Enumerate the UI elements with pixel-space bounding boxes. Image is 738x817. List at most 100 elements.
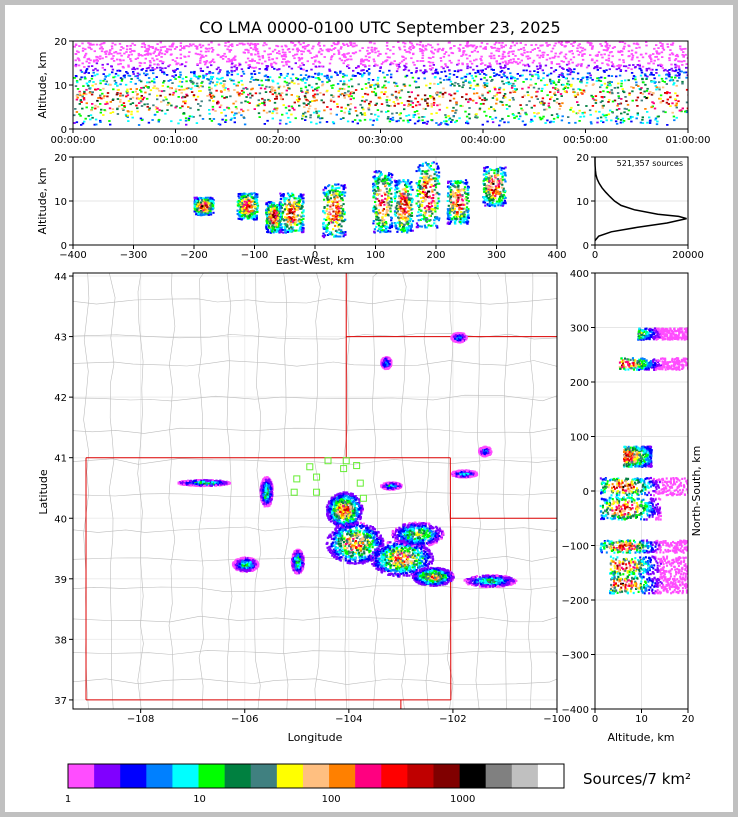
ew-source xyxy=(245,207,248,210)
time-height-source xyxy=(328,69,331,72)
time-height-source xyxy=(175,63,178,66)
ew-source xyxy=(375,207,378,210)
time-height-source xyxy=(169,48,172,51)
ew-source xyxy=(198,201,201,204)
time-height-source xyxy=(221,84,225,87)
time-height-source xyxy=(521,96,524,98)
time-height-source xyxy=(257,52,260,55)
time-height-source xyxy=(502,67,505,69)
time-height-source xyxy=(119,59,122,62)
time-height-source xyxy=(591,96,594,98)
time-height-source xyxy=(200,56,203,59)
time-height-source xyxy=(388,120,392,123)
time-height-source xyxy=(190,86,194,89)
time-height-source xyxy=(444,63,447,65)
time-height-source xyxy=(204,61,208,64)
time-height-source xyxy=(174,106,177,109)
time-height-source xyxy=(630,58,634,61)
time-height-source xyxy=(475,45,479,48)
time-height-source xyxy=(502,88,506,91)
time-height-source xyxy=(446,78,449,81)
time-height-source xyxy=(640,71,644,74)
time-height-source xyxy=(564,45,567,47)
time-height-source xyxy=(196,53,199,56)
time-height-source xyxy=(435,93,439,96)
time-height-source xyxy=(610,119,613,122)
time-height-source xyxy=(438,47,441,50)
time-height-source xyxy=(87,65,90,68)
time-height-source xyxy=(199,105,202,107)
time-height-source xyxy=(361,96,364,98)
ew-source xyxy=(251,215,254,218)
time-height-source xyxy=(679,109,683,112)
time-height-source xyxy=(269,53,272,55)
ew-source xyxy=(297,202,300,204)
time-height-source xyxy=(362,73,365,76)
time-height-source xyxy=(250,42,253,45)
time-height-source xyxy=(564,53,568,56)
time-height-source xyxy=(90,43,93,46)
ew-source xyxy=(328,217,331,220)
time-height-source xyxy=(81,122,85,125)
time-height-source xyxy=(607,54,611,57)
time-height-source xyxy=(653,77,656,80)
time-height-source xyxy=(642,81,645,84)
time-height-source xyxy=(675,53,679,56)
ew-source xyxy=(407,222,410,225)
time-height-source xyxy=(362,64,365,66)
time-height-source xyxy=(229,95,232,98)
time-height-source xyxy=(309,114,312,116)
ew-source xyxy=(338,186,341,189)
time-height-source xyxy=(603,77,607,79)
time-height-source xyxy=(224,121,227,123)
time-height-source xyxy=(395,82,398,85)
ew-source xyxy=(247,210,250,213)
time-height-source xyxy=(550,62,553,65)
ew-source xyxy=(284,231,287,234)
time-height-source xyxy=(337,51,341,54)
time-height-source xyxy=(639,74,643,77)
time-height-source xyxy=(620,112,623,115)
time-height-source xyxy=(537,87,541,90)
time-height-source xyxy=(387,116,390,118)
time-height-source xyxy=(399,117,402,120)
time-height-source xyxy=(233,89,236,91)
ew-source xyxy=(384,183,387,186)
time-height-source xyxy=(485,114,488,117)
ew-source xyxy=(288,208,291,211)
time-height-source xyxy=(295,53,299,56)
time-height-source xyxy=(314,88,317,91)
time-height-source xyxy=(570,50,573,52)
time-height-source xyxy=(507,121,510,124)
time-height-source xyxy=(276,52,279,54)
time-height-source xyxy=(360,58,363,61)
time-height-source xyxy=(350,58,353,61)
time-height-source xyxy=(273,108,276,111)
time-height-source xyxy=(466,67,469,70)
time-height-source xyxy=(570,106,573,109)
time-height-source xyxy=(523,94,526,97)
ew-source xyxy=(236,213,239,215)
ew-source xyxy=(253,201,256,204)
ew-source xyxy=(375,214,379,216)
time-height-source xyxy=(495,60,498,63)
time-height-source xyxy=(480,55,483,58)
ew-source xyxy=(377,224,381,227)
time-height-source xyxy=(668,53,672,56)
ew-source xyxy=(336,212,339,215)
time-height-source xyxy=(422,107,425,110)
time-height-source xyxy=(516,73,519,75)
time-height-source xyxy=(362,60,365,63)
time-height-source xyxy=(601,56,604,59)
ew-source xyxy=(342,220,345,223)
time-height-source xyxy=(570,85,573,88)
ew-source xyxy=(251,214,254,217)
ew-source xyxy=(387,178,390,181)
time-height-source xyxy=(304,96,307,99)
time-height-source xyxy=(655,68,658,71)
time-height-source xyxy=(522,69,525,72)
time-height-source xyxy=(135,88,138,90)
time-height-source xyxy=(354,110,358,112)
time-height-source xyxy=(116,58,119,61)
ew-source xyxy=(343,211,346,214)
